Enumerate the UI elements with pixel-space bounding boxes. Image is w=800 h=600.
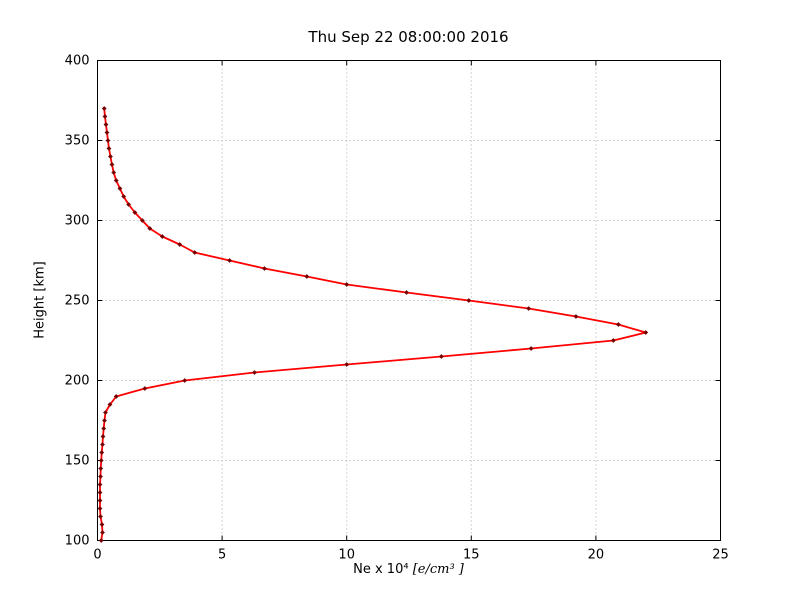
x-tick-labels: 0 5 10 15 20 25 — [93, 548, 728, 563]
data-markers — [97, 106, 649, 543]
svg-text:150: 150 — [65, 454, 90, 469]
svg-text:200: 200 — [65, 374, 90, 389]
x-axis-label-name: Ne x 10⁴ — [353, 562, 413, 577]
axis-ticks — [97, 60, 721, 541]
svg-text:15: 15 — [463, 548, 480, 563]
y-axis-label: Height [km] — [32, 261, 48, 339]
grid-lines — [97, 60, 721, 541]
svg-text:400: 400 — [65, 54, 90, 69]
data-line — [99, 107, 647, 542]
svg-text:5: 5 — [218, 548, 226, 563]
svg-text:350: 350 — [65, 134, 90, 149]
svg-text:20: 20 — [588, 548, 605, 563]
y-tick-labels: 100 150 200 250 300 350 400 — [65, 54, 90, 549]
svg-text:10: 10 — [338, 548, 355, 563]
axis-frame — [97, 60, 721, 541]
svg-text:250: 250 — [65, 294, 90, 309]
x-axis-label: Ne x 10⁴ [e/cm³ ] — [97, 562, 720, 577]
chart-title: Thu Sep 22 08:00:00 2016 — [308, 28, 509, 46]
svg-text:0: 0 — [93, 548, 101, 563]
svg-text:300: 300 — [65, 214, 90, 229]
x-axis-label-units: [e/cm³ ] — [412, 562, 464, 577]
svg-text:25: 25 — [712, 548, 729, 563]
svg-text:100: 100 — [65, 534, 90, 549]
